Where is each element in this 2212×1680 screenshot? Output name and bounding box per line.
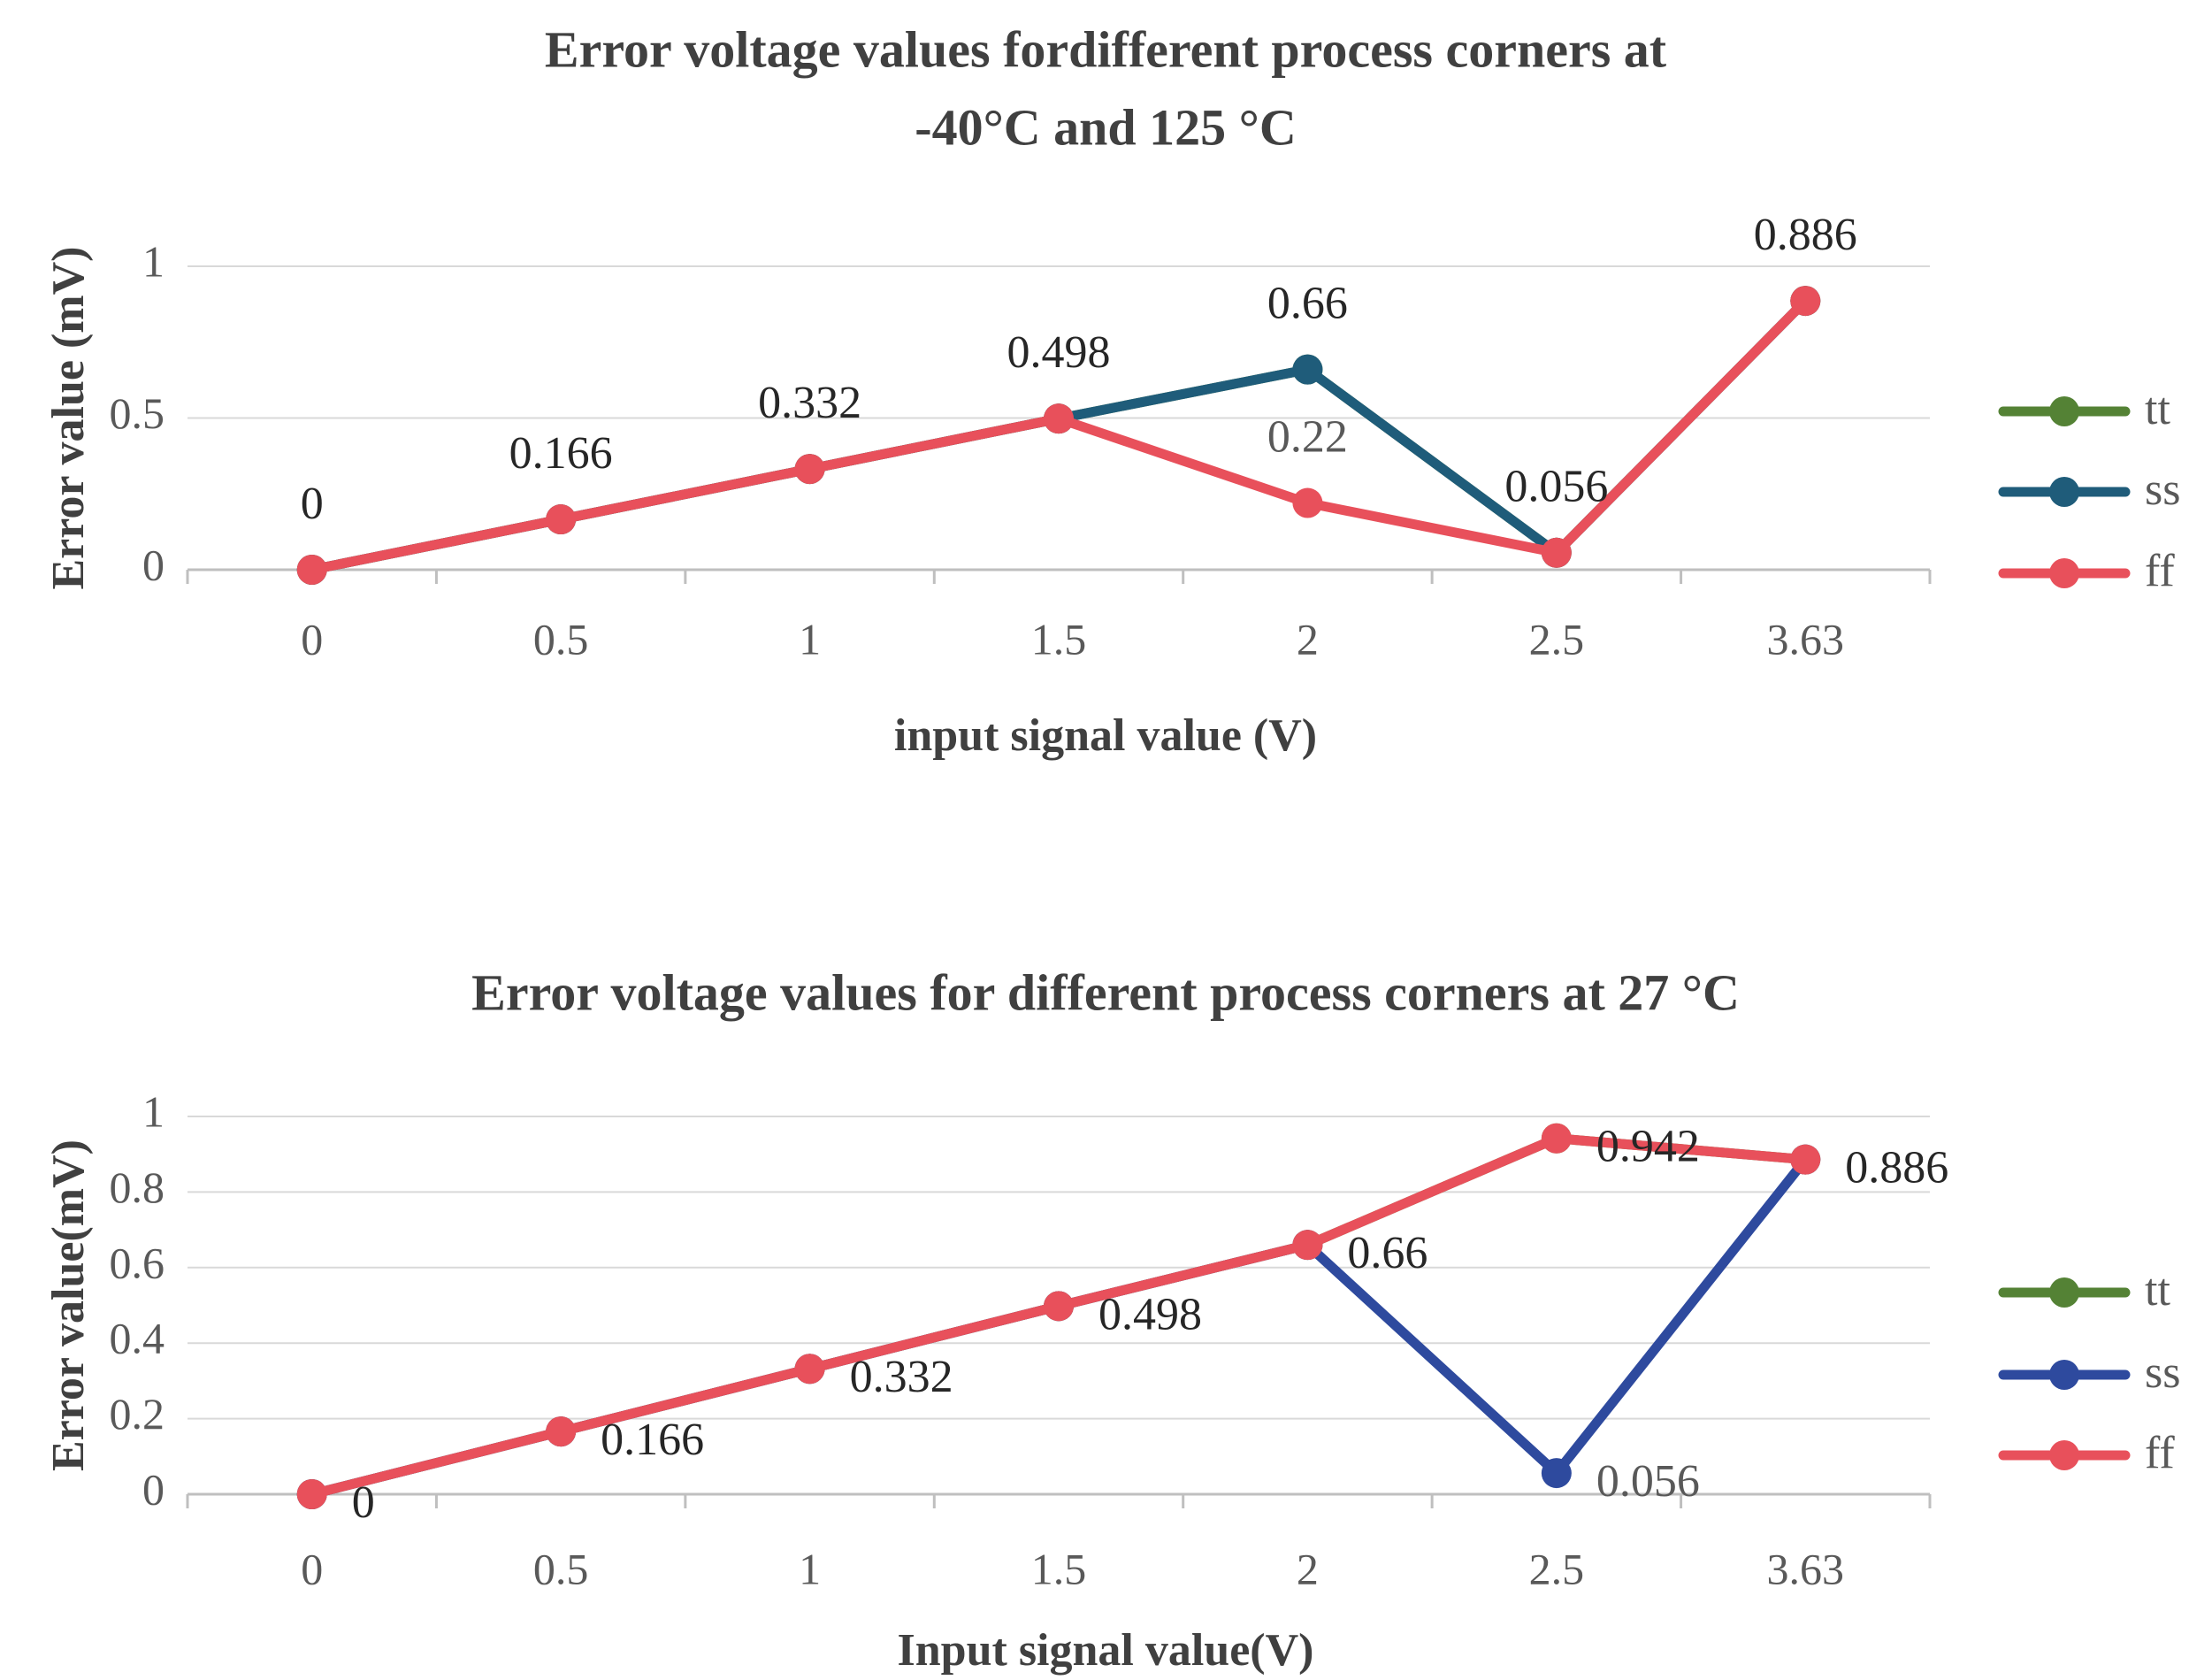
x-tick-label: 1.5 [1031, 1544, 1087, 1593]
data-label: 0.886 [1754, 210, 1857, 260]
data-point-ff [1541, 537, 1572, 568]
data-label: 0.332 [850, 1352, 953, 1402]
chart-title-line: -40°C and 125 °C [915, 98, 1297, 156]
y-tick-label: 0 [142, 540, 165, 589]
chart-extreme-temperatures: Error voltage values fordifferent proces… [43, 20, 2181, 761]
legend-label-tt: tt [2145, 1265, 2170, 1316]
data-label: 0.66 [1267, 279, 1348, 329]
data-label: 0 [301, 479, 324, 529]
legend-marker-ss [2049, 1360, 2079, 1390]
data-label: 0.332 [758, 378, 861, 428]
data-point-ss [1541, 1458, 1572, 1489]
data-point-ff [794, 454, 825, 485]
legend-label-ff: ff [2145, 546, 2175, 596]
x-tick-label: 2 [1297, 614, 1319, 664]
x-axis-title: input signal value (V) [894, 710, 1317, 761]
data-label: 0.66 [1347, 1228, 1427, 1278]
x-tick-label: 0.5 [533, 614, 589, 664]
y-tick-label: 0.5 [110, 388, 165, 438]
x-tick-label: 2 [1297, 1544, 1319, 1593]
data-label: 0.166 [601, 1415, 704, 1465]
legend-marker-ss [2049, 477, 2079, 507]
data-label: 0.056 [1504, 462, 1608, 512]
data-point-ff [1790, 1144, 1821, 1175]
data-point-ff [1541, 1123, 1572, 1154]
y-axis-title: Error value(mV) [43, 1139, 94, 1471]
data-point-ff [1790, 286, 1821, 317]
y-tick-label: 0.6 [110, 1238, 165, 1287]
y-tick-label: 0.4 [110, 1314, 165, 1363]
x-tick-label: 3.63 [1767, 614, 1845, 664]
data-point-ff [794, 1354, 825, 1385]
data-point-ff [296, 1479, 327, 1509]
data-label: 0 [352, 1477, 375, 1528]
x-tick-label: 2.5 [1529, 1544, 1585, 1593]
y-tick-label: 1 [142, 236, 165, 286]
x-tick-label: 1.5 [1031, 614, 1087, 664]
data-point-ff [1292, 1230, 1323, 1261]
y-tick-label: 1 [142, 1086, 165, 1136]
legend-marker-tt [2049, 396, 2079, 426]
data-point-ss [1292, 354, 1323, 385]
data-label: 0.498 [1007, 327, 1111, 378]
data-point-ff [296, 555, 327, 585]
data-point-ff [546, 1416, 577, 1447]
data-point-ff [546, 504, 577, 535]
data-label: 0.166 [509, 428, 613, 479]
legend-label-tt: tt [2145, 384, 2170, 434]
data-label: 0.498 [1098, 1289, 1202, 1339]
legend-label-ss: ss [2145, 1347, 2180, 1398]
data-point-ff [1292, 487, 1323, 518]
chart-title-line: Error voltage values for different proce… [471, 963, 1740, 1021]
x-tick-label: 0.5 [533, 1544, 589, 1593]
legend-label-ss: ss [2145, 464, 2180, 515]
data-label: 0.942 [1596, 1122, 1700, 1172]
x-tick-label: 0 [301, 614, 323, 664]
x-tick-label: 1 [799, 614, 821, 664]
legend-marker-ff [2049, 1440, 2079, 1470]
data-point-ff [1044, 403, 1074, 434]
x-tick-label: 1 [799, 1544, 821, 1593]
chart-title-line: Error voltage values fordifferent proces… [545, 20, 1667, 78]
y-tick-label: 0.2 [110, 1389, 165, 1438]
x-axis-title: Input signal value(V) [898, 1625, 1314, 1676]
data-label: 0.22 [1267, 411, 1348, 462]
legend-marker-tt [2049, 1277, 2079, 1308]
data-label: 0.056 [1596, 1456, 1700, 1507]
series-line-ss [307, 1155, 1810, 1500]
y-tick-label: 0.8 [110, 1162, 165, 1212]
data-label: 0.886 [1845, 1143, 1948, 1193]
y-tick-label: 0 [142, 1464, 165, 1514]
x-tick-label: 2.5 [1529, 614, 1585, 664]
y-axis-title: Error value (mV) [43, 247, 94, 590]
chart-27c: Error voltage values for different proce… [43, 963, 2181, 1676]
data-point-ff [1044, 1291, 1074, 1322]
legend-label-ff: ff [2145, 1428, 2175, 1478]
x-tick-label: 0 [301, 1544, 323, 1593]
legend-marker-ff [2049, 558, 2079, 588]
x-tick-label: 3.63 [1767, 1544, 1845, 1593]
